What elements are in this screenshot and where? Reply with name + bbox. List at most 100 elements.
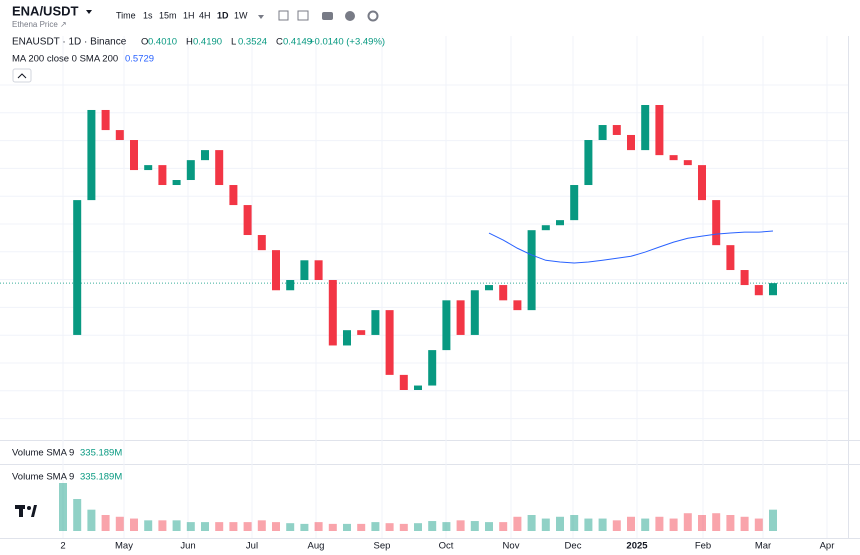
volume-bar bbox=[428, 521, 437, 531]
candle bbox=[683, 160, 692, 166]
settings-icon[interactable] bbox=[367, 10, 379, 22]
x-tick-label: Feb bbox=[695, 541, 711, 552]
plot: 2 May Jun Jul Aug Sep Oct Nov Dec 2025 Feb Mar Apr bbox=[0, 105, 848, 552]
ma-line bbox=[488, 230, 774, 264]
ma-label: MA 200 close 0 SMA 200 bbox=[12, 54, 118, 65]
candle bbox=[130, 140, 138, 171]
volume-bar bbox=[769, 509, 777, 531]
logo bbox=[15, 505, 37, 517]
dropdown-icon[interactable] bbox=[86, 10, 92, 14]
change: +0.0140 (+3.49%) bbox=[309, 37, 385, 48]
timeframe[interactable]: 15m bbox=[159, 10, 177, 20]
candle bbox=[243, 205, 252, 236]
candle bbox=[499, 285, 508, 301]
volume-bar bbox=[556, 516, 564, 531]
candle bbox=[399, 374, 408, 390]
candle bbox=[186, 160, 195, 181]
volume-bar bbox=[612, 520, 621, 531]
volume-bar bbox=[229, 522, 238, 531]
timeframe[interactable]: 1s bbox=[143, 10, 153, 20]
x-tick-label: Sep bbox=[374, 541, 391, 552]
volume-bar bbox=[73, 499, 82, 531]
grid bbox=[0, 36, 848, 538]
symbol: ENAUSDT · 1D · Binance bbox=[12, 37, 127, 48]
x-tick-label: Nov bbox=[503, 541, 520, 552]
candle bbox=[556, 220, 564, 226]
subtitle[interactable]: Ethena Price ↗ bbox=[12, 20, 67, 29]
ohlc-label: O bbox=[141, 37, 148, 48]
candle bbox=[513, 300, 522, 311]
pair[interactable]: ENA/USDT bbox=[12, 3, 79, 18]
candle bbox=[655, 105, 664, 156]
more-icon[interactable] bbox=[258, 15, 264, 19]
chart-type-icon[interactable] bbox=[297, 10, 309, 21]
candle bbox=[641, 105, 650, 151]
x-tick-label: May bbox=[115, 541, 133, 552]
x-tick-label: Jun bbox=[180, 541, 195, 552]
volume-bar bbox=[414, 523, 422, 531]
volume-bar bbox=[243, 522, 252, 531]
candle bbox=[527, 230, 536, 311]
volume-bar bbox=[527, 515, 536, 531]
candle bbox=[414, 385, 422, 390]
candle bbox=[698, 165, 706, 201]
volume-bar bbox=[300, 523, 309, 531]
candle bbox=[272, 250, 280, 291]
x-tick-label: Mar bbox=[755, 541, 771, 552]
ohlc-value: 0.4010 bbox=[148, 37, 177, 48]
volume-bar bbox=[641, 518, 650, 531]
candle bbox=[428, 350, 437, 386]
timeframe[interactable]: 1D bbox=[217, 10, 229, 20]
candle bbox=[101, 109, 110, 131]
timeframe[interactable]: 1W bbox=[234, 10, 248, 20]
x-tick-label: Jul bbox=[246, 541, 258, 552]
camera-icon[interactable] bbox=[322, 12, 333, 20]
indicator-icon[interactable] bbox=[278, 10, 289, 21]
timeframe[interactable]: 4H bbox=[199, 10, 211, 20]
volume-legend: Volume SMA 9 335.189M Volume SMA 9 335.189M bbox=[12, 448, 122, 483]
volume-bar bbox=[59, 483, 67, 531]
volume-bar bbox=[257, 520, 266, 531]
volume-bar bbox=[186, 522, 195, 531]
timeframe[interactable]: 1H bbox=[183, 10, 195, 20]
volume-bar bbox=[541, 518, 550, 531]
legend: ENAUSDT · 1D · Binance O 0.4010 H 0.4190 L 0.3… bbox=[12, 37, 385, 65]
candle bbox=[286, 280, 295, 291]
volume-bar bbox=[456, 520, 465, 531]
volume-bar bbox=[399, 523, 408, 531]
volume-bar bbox=[683, 513, 692, 531]
volume-bar bbox=[442, 522, 451, 531]
volume-bar bbox=[627, 516, 635, 531]
candle bbox=[712, 200, 721, 246]
volume-bar bbox=[357, 523, 366, 531]
volume-bar bbox=[470, 521, 479, 531]
candle bbox=[158, 165, 167, 186]
timeframe[interactable]: Time bbox=[116, 10, 136, 20]
x-tick-label: 2 bbox=[60, 541, 65, 552]
x-tick-label: Oct bbox=[439, 541, 454, 552]
volume-bar bbox=[343, 523, 351, 531]
volume-label: Volume SMA 9 bbox=[12, 448, 74, 459]
candle bbox=[385, 310, 394, 375]
x-tick-label: Aug bbox=[308, 541, 325, 552]
candle bbox=[754, 285, 763, 296]
volume-bar bbox=[286, 523, 295, 531]
collapse-button[interactable] bbox=[12, 68, 32, 83]
volume-bar bbox=[371, 522, 380, 531]
volume-bar bbox=[158, 520, 167, 531]
candle bbox=[115, 130, 124, 141]
candle bbox=[570, 185, 579, 221]
volume-bar bbox=[499, 522, 508, 531]
volume-bar bbox=[726, 515, 735, 531]
ohlc-label: L bbox=[231, 37, 236, 48]
candle bbox=[357, 330, 366, 335]
ohlc-label: C bbox=[276, 37, 283, 48]
collapse-icon[interactable] bbox=[17, 73, 27, 79]
x-tick-label: 2025 bbox=[626, 541, 648, 552]
add-icon[interactable] bbox=[345, 11, 355, 21]
candle bbox=[300, 260, 309, 281]
timeframes: Time 1s 15m 1H 4H 1D 1W bbox=[116, 10, 248, 20]
volume-bar bbox=[215, 522, 224, 531]
